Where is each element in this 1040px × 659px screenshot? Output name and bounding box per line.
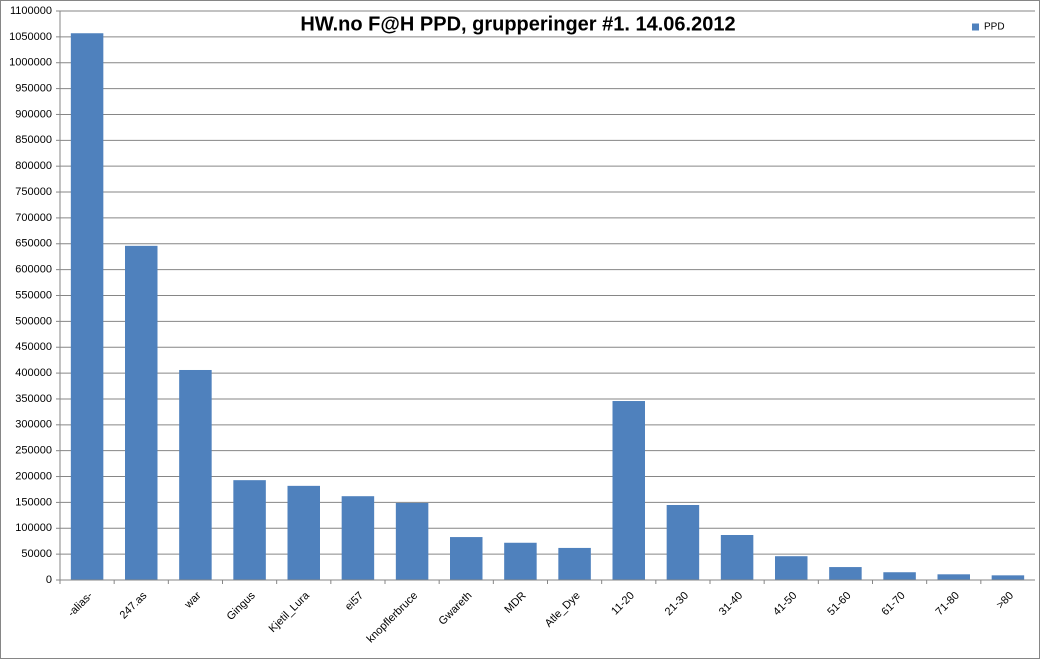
bar xyxy=(829,567,862,580)
bar xyxy=(666,504,700,580)
bar xyxy=(558,547,591,580)
bar xyxy=(287,485,320,580)
y-tick-label: 850000 xyxy=(15,134,52,146)
y-tick-label: 1100000 xyxy=(10,5,52,17)
y-tick-label: 50000 xyxy=(21,548,52,560)
bar xyxy=(504,542,537,580)
bar xyxy=(883,572,916,580)
y-tick-label: 950000 xyxy=(15,82,52,94)
bar xyxy=(720,534,754,580)
y-tick-label: 250000 xyxy=(15,445,52,457)
y-tick-label: 550000 xyxy=(15,289,52,301)
y-tick-label: 800000 xyxy=(15,160,52,172)
bar xyxy=(233,480,266,580)
y-tick-label: 900000 xyxy=(15,108,52,120)
y-tick-label: 350000 xyxy=(15,393,52,405)
y-tick-label: 450000 xyxy=(15,341,52,353)
y-tick-label: 650000 xyxy=(15,238,52,250)
y-tick-label: 700000 xyxy=(15,212,52,224)
bar xyxy=(341,496,375,580)
bar xyxy=(70,33,104,580)
chart-title: HW.no F@H PPD, grupperinger #1. 14.06.20… xyxy=(300,13,735,35)
bar xyxy=(775,556,808,580)
y-tick-label: 0 xyxy=(46,574,52,586)
y-tick-label: 200000 xyxy=(15,470,52,482)
bar xyxy=(125,245,158,581)
bar xyxy=(937,574,970,580)
bar xyxy=(991,575,1025,580)
y-tick-label: 400000 xyxy=(15,367,52,379)
y-tick-label: 1000000 xyxy=(9,57,52,69)
y-tick-label: 150000 xyxy=(15,496,52,508)
y-tick-label: 500000 xyxy=(15,315,52,327)
y-tick-label: 300000 xyxy=(15,419,52,431)
legend-swatch xyxy=(972,23,979,31)
y-tick-label: 1050000 xyxy=(9,31,52,43)
bar xyxy=(612,401,645,580)
y-tick-label: 100000 xyxy=(15,522,52,534)
y-tick-label: 600000 xyxy=(15,264,52,276)
bar xyxy=(179,369,212,580)
bar xyxy=(450,537,483,580)
y-tick-label: 750000 xyxy=(15,186,52,198)
bar xyxy=(395,502,429,580)
legend-label: PPD xyxy=(984,22,1005,33)
